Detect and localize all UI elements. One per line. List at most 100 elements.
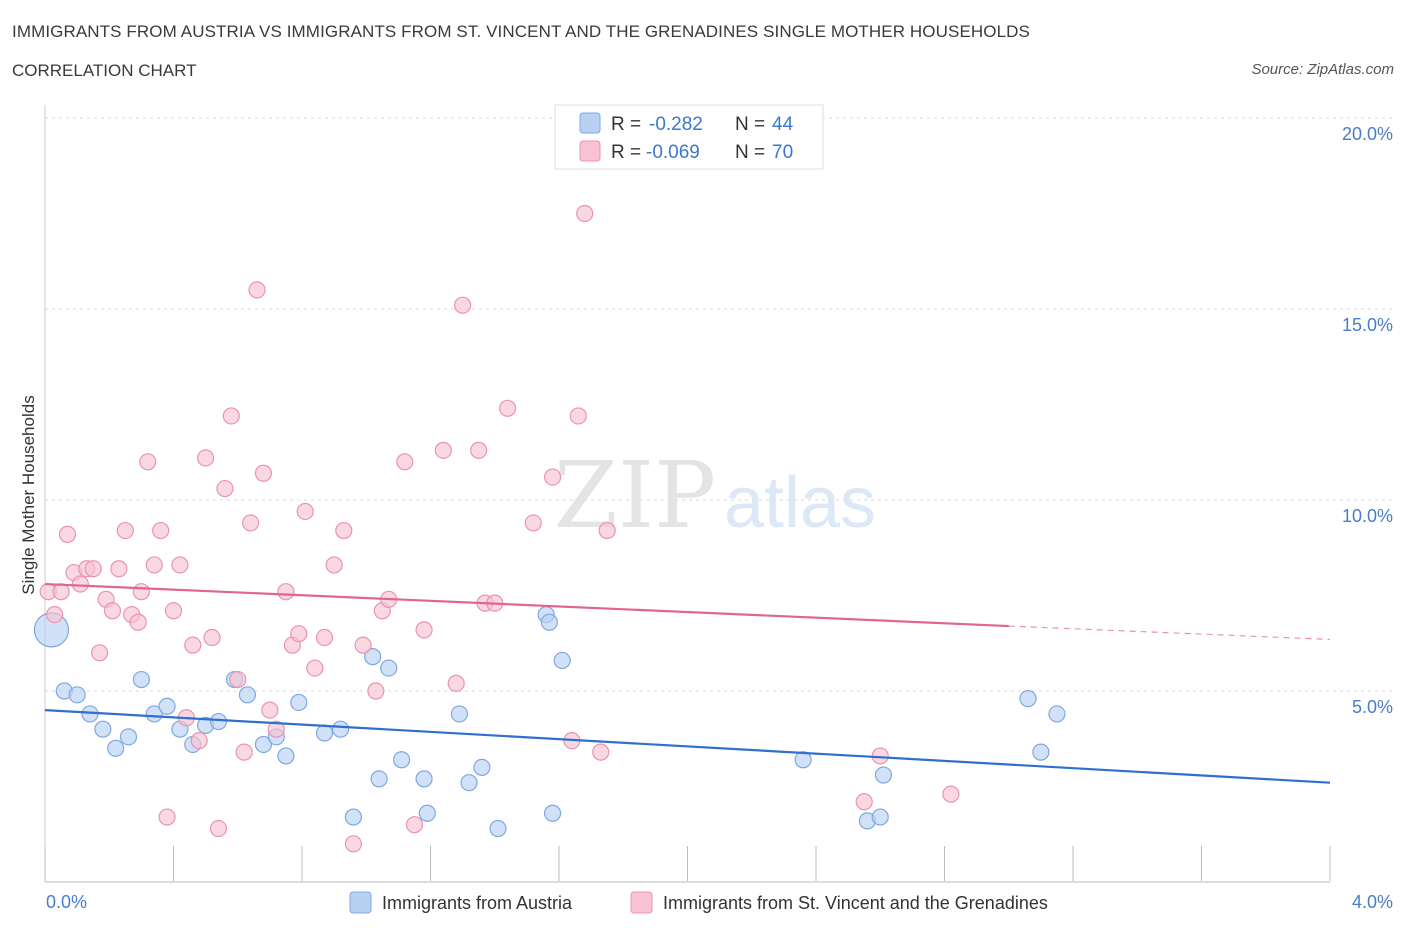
stvincent-point xyxy=(396,453,414,471)
austria-point xyxy=(874,766,893,784)
stvincent-point xyxy=(229,670,247,689)
stats-r-value-austria: -0.282 xyxy=(649,114,703,135)
austria-trend-line xyxy=(44,709,1331,784)
austria-point xyxy=(553,651,571,670)
austria-point xyxy=(107,739,125,757)
austria-point xyxy=(315,724,334,742)
y-tick-label: 20.0% xyxy=(1342,124,1393,144)
stats-legend: R = -0.282 N = 44 R = -0.069 N = 70 xyxy=(554,104,824,170)
stvincent-point xyxy=(499,399,517,417)
stvincent-point xyxy=(158,808,176,826)
stvincent-point xyxy=(855,793,873,811)
stvincent-point xyxy=(296,502,314,521)
stvincent-point xyxy=(84,560,102,578)
series-austria-points xyxy=(33,605,1066,838)
stvincent-point xyxy=(470,441,488,459)
stats-r-label-austria: R = xyxy=(611,114,641,135)
stvincent-point xyxy=(277,583,295,601)
stvincent-point xyxy=(267,720,285,738)
chart-title: IMMIGRANTS FROM AUSTRIA VS IMMIGRANTS FR… xyxy=(12,22,1030,41)
austria-point xyxy=(344,808,362,826)
stats-r-label-stvincent: R = xyxy=(611,142,641,163)
stvincent-point xyxy=(415,621,433,639)
stvincent-point xyxy=(145,556,163,574)
stvincent-point xyxy=(335,521,353,540)
source-credit: Source: ZipAtlas.com xyxy=(1251,61,1394,78)
stvincent-point xyxy=(132,583,150,601)
stvincent-point xyxy=(344,835,362,853)
stvincent-point xyxy=(290,625,308,643)
series-stvincent-points xyxy=(39,204,960,853)
austria-point xyxy=(158,697,176,715)
stvincent-point xyxy=(164,602,183,620)
austria-point xyxy=(290,693,308,712)
stvincent-point xyxy=(592,743,610,761)
austria-point xyxy=(392,751,411,769)
stvincent-point xyxy=(184,636,202,654)
stvincent-point xyxy=(116,521,134,540)
austria-point xyxy=(68,686,86,704)
y-tick-label: 5.0% xyxy=(1352,697,1393,717)
austria-point xyxy=(540,613,558,631)
austria-point xyxy=(489,819,507,838)
stvincent-point xyxy=(405,816,424,834)
stvincent-point xyxy=(129,613,147,631)
austria-point xyxy=(418,804,436,822)
stvincent-trend-extension xyxy=(1008,625,1331,641)
stvincent-point xyxy=(434,441,452,459)
stvincent-point xyxy=(354,636,372,654)
stvincent-point xyxy=(454,296,472,314)
series-legend: Immigrants from Austria Immigrants from … xyxy=(349,891,1048,914)
austria-point xyxy=(370,770,388,788)
y-tick-labels: 5.0% 10.0% 15.0% 20.0% xyxy=(1342,124,1393,717)
austria-point xyxy=(1048,705,1066,723)
austria-point xyxy=(543,804,562,822)
stats-n-value-stvincent: 70 xyxy=(772,142,793,163)
stvincent-point xyxy=(139,453,157,471)
stvincent-point xyxy=(254,464,273,482)
x-tick-label: 4.0% xyxy=(1352,892,1393,912)
stvincent-point xyxy=(248,281,266,299)
austria-point xyxy=(460,774,478,792)
stvincent-point xyxy=(71,575,89,593)
stvincent-point xyxy=(216,479,234,498)
stvincent-point xyxy=(58,525,77,543)
grid-lines xyxy=(45,117,1395,692)
austria-point xyxy=(450,705,469,723)
stvincent-point xyxy=(598,521,616,540)
trend-lines xyxy=(44,582,1331,784)
stvincent-point xyxy=(325,556,343,574)
legend-label-stvincent: Immigrants from St. Vincent and the Gren… xyxy=(663,893,1048,913)
stvincent-point xyxy=(569,407,587,425)
stvincent-point xyxy=(197,449,215,467)
austria-point xyxy=(331,720,350,738)
y-tick-label: 15.0% xyxy=(1342,315,1393,335)
stvincent-point xyxy=(242,514,260,532)
stvincent-point xyxy=(543,468,562,486)
stats-legend-swatch-austria xyxy=(579,112,601,134)
austria-point xyxy=(1019,690,1037,708)
stvincent-point xyxy=(315,628,334,647)
stvincent-point xyxy=(91,644,109,662)
austria-point xyxy=(132,670,150,689)
chart-subtitle: CORRELATION CHART xyxy=(12,61,197,80)
stvincent-point xyxy=(306,659,324,677)
austria-point xyxy=(1032,743,1050,761)
austria-point xyxy=(364,648,382,666)
austria-point xyxy=(145,705,163,723)
stvincent-point xyxy=(524,514,542,532)
stvincent-point xyxy=(576,204,594,223)
austria-point xyxy=(238,686,256,704)
stvincent-point xyxy=(367,682,385,700)
austria-point xyxy=(94,720,112,738)
y-axis-label: Single Mother Households xyxy=(19,395,38,594)
stvincent-point xyxy=(152,521,170,540)
stats-legend-swatch-stvincent xyxy=(579,140,601,162)
austria-point xyxy=(871,808,889,826)
austria-point xyxy=(415,770,433,788)
watermark: ZIP atlas xyxy=(554,442,876,549)
austria-point xyxy=(209,712,228,731)
austria-point xyxy=(119,728,138,746)
legend-swatch-austria xyxy=(349,891,372,914)
